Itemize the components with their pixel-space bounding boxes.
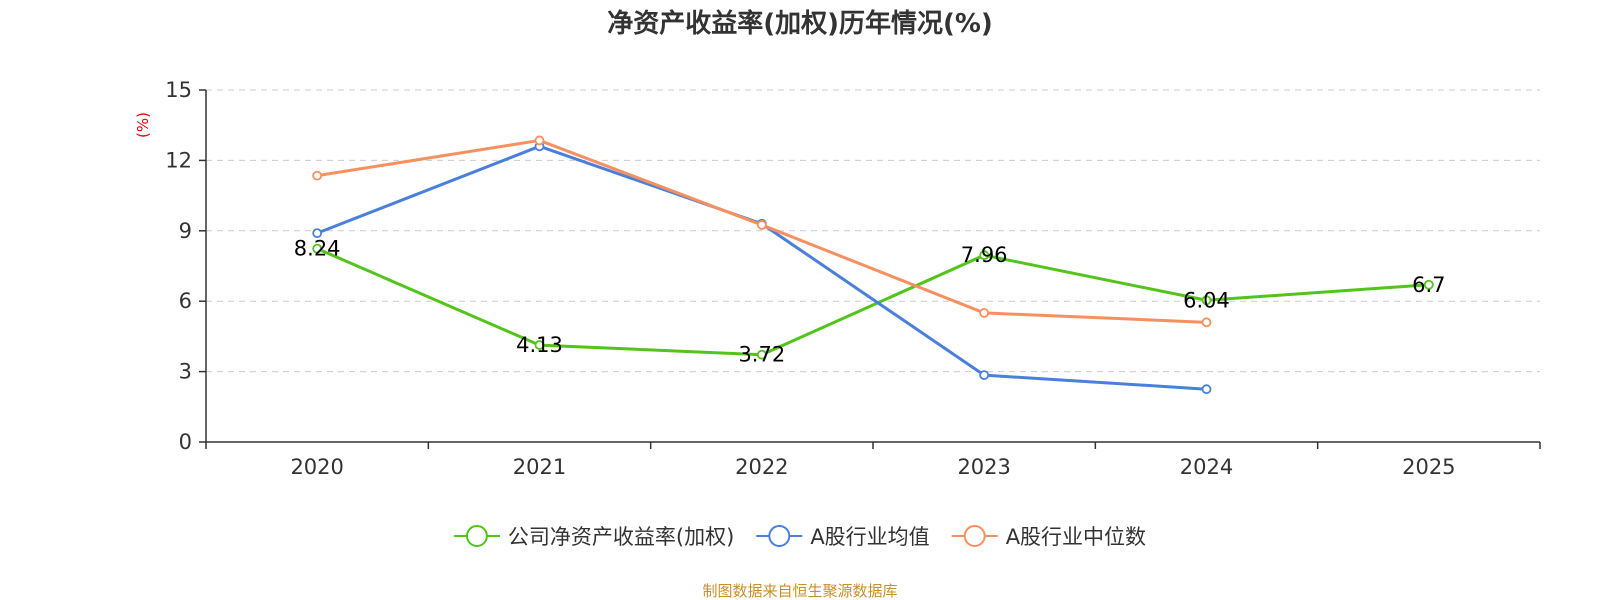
data-point[interactable] [979, 308, 990, 318]
x-tick-label: 2025 [1402, 455, 1455, 479]
data-label: 8.24 [294, 237, 341, 261]
data-point[interactable] [312, 243, 323, 254]
legend-item-2[interactable]: A股行业中位数 [951, 525, 1146, 549]
legend-marker [465, 525, 488, 547]
legend-marker [768, 525, 791, 547]
series-line [316, 138, 1207, 324]
data-point[interactable] [756, 220, 767, 230]
data-label: 3.72 [738, 343, 785, 367]
data-point[interactable] [534, 135, 545, 146]
series-0 [312, 243, 1434, 360]
data-point[interactable] [312, 170, 323, 181]
legend-marker [963, 525, 986, 547]
gridlines [206, 89, 1540, 373]
y-tick-label: 12 [165, 148, 192, 172]
data-label: 7.96 [961, 243, 1008, 267]
series-line [316, 247, 1429, 357]
data-point[interactable] [1423, 279, 1434, 290]
data-point[interactable] [1201, 317, 1212, 328]
data-label: 4.13 [516, 333, 563, 357]
axes: 0 3 6 9 12 15 2020 2021 2022 2023 2024 2025 [165, 78, 1541, 479]
y-tick-label: 3 [179, 360, 192, 384]
data-labels: 8.24 4.13 3.72 7.96 6.04 6.7 [294, 237, 1446, 367]
y-tick-label: 15 [165, 78, 192, 102]
x-tick-label: 2023 [957, 455, 1010, 479]
series-lines [312, 135, 1434, 395]
x-tick-label: 2020 [290, 455, 343, 479]
x-tick-label: 2024 [1180, 455, 1233, 479]
legend-item-0[interactable]: 公司净资产收益率(加权) [453, 525, 734, 549]
x-tick-label: 2021 [513, 455, 566, 479]
legend[interactable]: 公司净资产收益率(加权) A股行业均值 A股行业中位数 [453, 525, 1146, 549]
data-point[interactable] [979, 370, 990, 381]
data-point[interactable] [312, 228, 323, 239]
data-point[interactable] [1201, 384, 1212, 395]
y-tick-label: 9 [179, 219, 192, 243]
y-tick-label: 0 [179, 430, 192, 454]
y-tick-label: 6 [179, 289, 192, 313]
data-label: 6.7 [1412, 273, 1445, 297]
data-point[interactable] [979, 250, 990, 261]
y-axis-unit-label: (%) [134, 112, 152, 138]
data-point[interactable] [756, 349, 767, 360]
data-source-note: 制图数据来自恒生聚源数据库 [702, 582, 897, 600]
data-point[interactable] [1201, 295, 1212, 306]
series-2 [312, 135, 1212, 328]
data-label: 6.04 [1183, 288, 1230, 312]
chart-title: 净资产收益率(加权)历年情况(%) [607, 8, 993, 39]
x-tick-label: 2022 [735, 455, 788, 479]
legend-label: A股行业中位数 [1006, 525, 1146, 549]
data-point[interactable] [534, 340, 545, 350]
legend-label: 公司净资产收益率(加权) [508, 525, 734, 549]
legend-label: A股行业均值 [810, 525, 929, 549]
legend-item-1[interactable]: A股行业均值 [756, 525, 930, 549]
